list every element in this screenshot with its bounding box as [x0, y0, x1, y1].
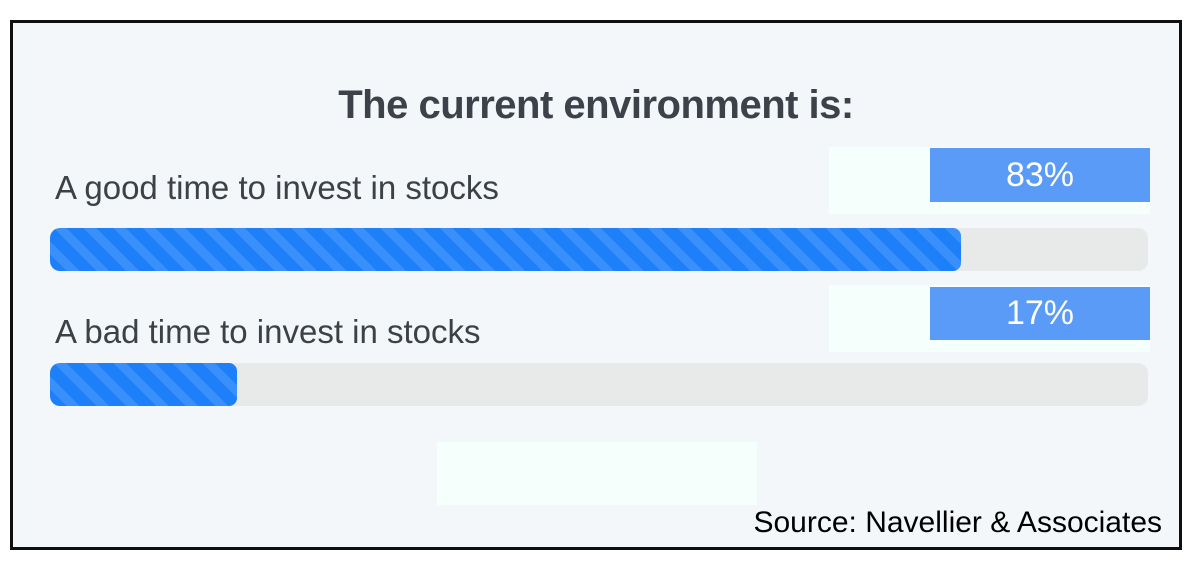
chart-title: The current environment is:: [338, 83, 854, 127]
bar-label: A bad time to invest in stocks: [55, 313, 481, 350]
value-badge: 83%: [930, 148, 1150, 202]
bar-label: A good time to invest in stocks: [55, 169, 499, 206]
bar-fill: [50, 228, 962, 271]
source-attribution: Source: Navellier & Associates: [753, 506, 1162, 539]
value-badge: 17%: [930, 287, 1150, 340]
bar-track: [50, 363, 1148, 406]
chart-frame: The current environment is: 83% A good t…: [10, 20, 1182, 550]
bar-track: [50, 228, 1148, 271]
bar-fill: [50, 363, 237, 406]
highlight-overlay: [437, 442, 757, 505]
